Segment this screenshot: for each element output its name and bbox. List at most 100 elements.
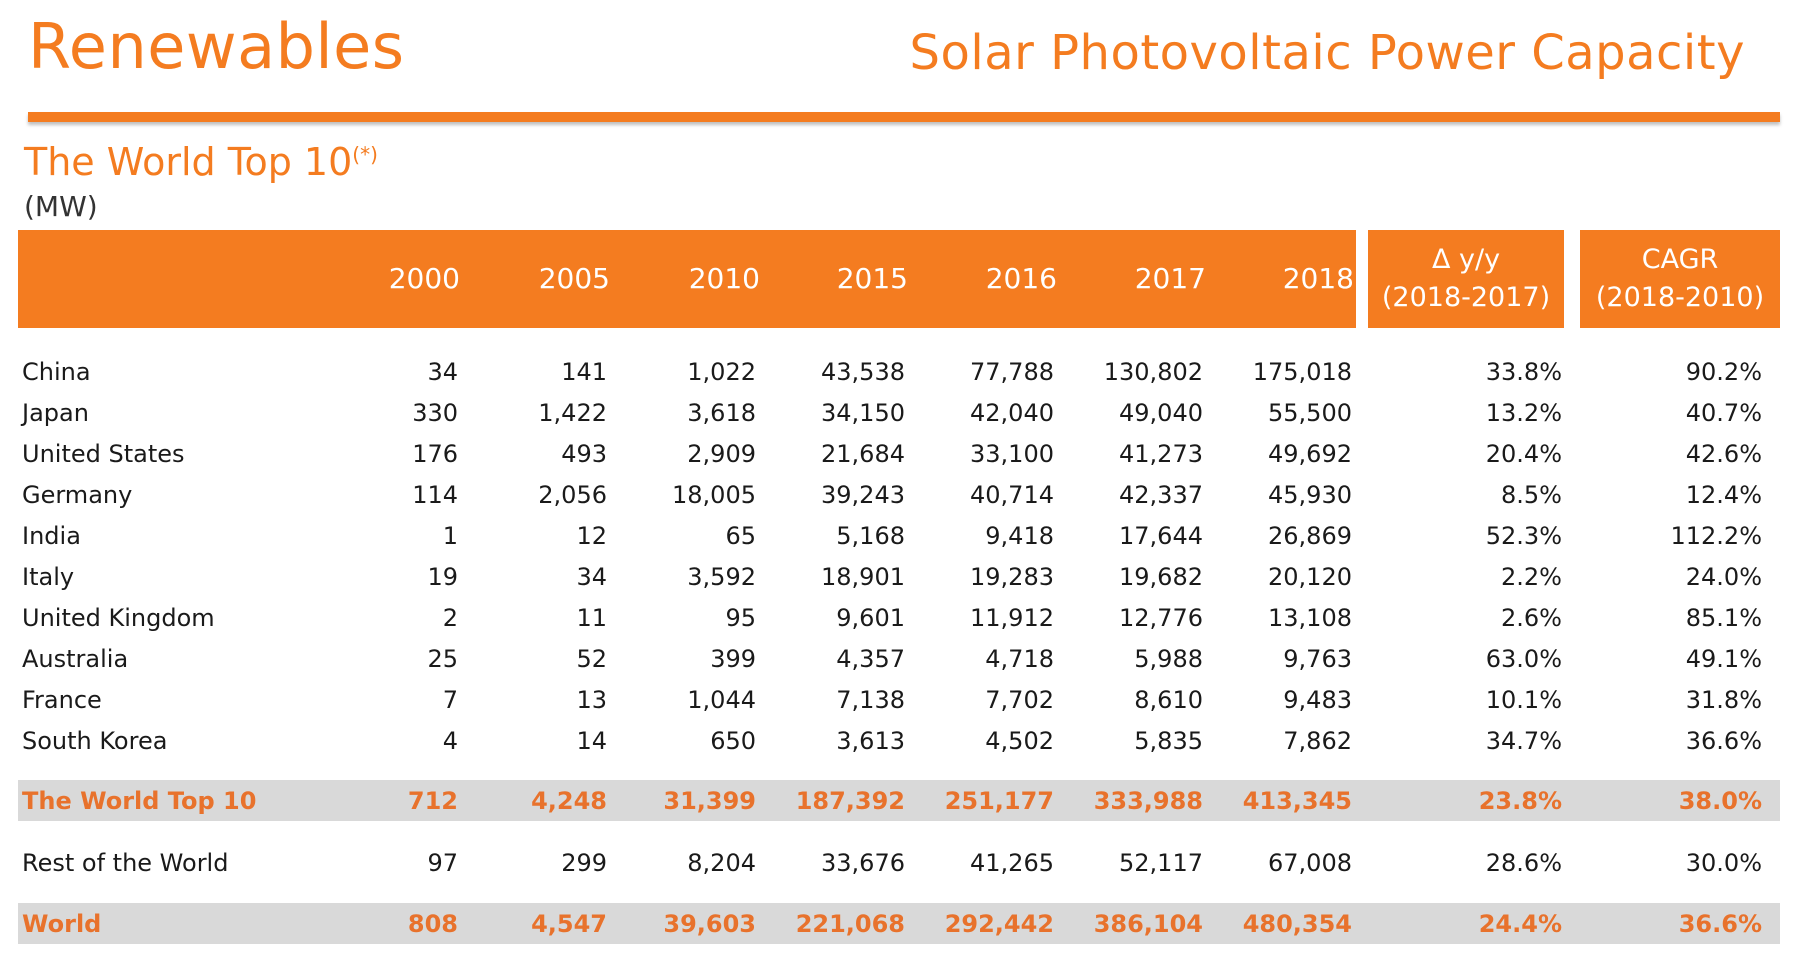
row-label: The World Top 10 — [22, 787, 257, 815]
cagr-cell: 90.2% — [1685, 358, 1762, 386]
value-cell: 399 — [710, 645, 756, 673]
row-label: China — [22, 358, 91, 386]
table-header-band — [18, 230, 1356, 328]
cagr-cell: 85.1% — [1685, 604, 1762, 632]
page-subtitle: Solar Photovoltaic Power Capacity — [909, 25, 1745, 81]
value-cell: 95 — [725, 604, 756, 632]
value-cell: 1,044 — [687, 686, 756, 714]
value-cell: 42,040 — [970, 399, 1054, 427]
value-cell: 3,592 — [687, 563, 756, 591]
cagr-cell: 31.8% — [1685, 686, 1762, 714]
row-label: Japan — [22, 399, 89, 427]
cagr-cell: 12.4% — [1685, 481, 1762, 509]
delta-cell: 33.8% — [1485, 358, 1562, 386]
table-row: Japan 330 1,422 3,618 34,150 42,040 49,040 55,5… — [18, 392, 1780, 433]
table-row: France 7 13 1,044 7,138 7,702 8,610 9,483 10.1% 3… — [18, 679, 1780, 720]
delta-header-line2: (2018-2017) — [1381, 282, 1551, 313]
cagr-cell: 112.2% — [1670, 522, 1762, 550]
column-header-2016: 2016 — [985, 262, 1057, 295]
value-cell: 7,862 — [1283, 727, 1352, 755]
value-cell: 11,912 — [970, 604, 1054, 632]
value-cell: 33,676 — [821, 849, 905, 877]
value-cell: 34 — [427, 358, 458, 386]
value-cell: 3,613 — [836, 727, 905, 755]
value-cell: 52,117 — [1119, 849, 1203, 877]
value-cell: 1 — [442, 522, 458, 550]
value-cell: 17,644 — [1119, 522, 1203, 550]
delta-cell: 13.2% — [1485, 399, 1562, 427]
value-cell: 4,718 — [985, 645, 1054, 673]
value-cell: 97 — [427, 849, 458, 877]
value-cell: 2,909 — [687, 440, 756, 468]
value-cell: 2,056 — [538, 481, 607, 509]
cagr-cell: 24.0% — [1685, 563, 1762, 591]
value-cell: 2 — [442, 604, 458, 632]
value-cell: 9,601 — [836, 604, 905, 632]
value-cell: 11 — [576, 604, 607, 632]
value-cell: 1,022 — [687, 358, 756, 386]
table-row: China 34 141 1,022 43,538 77,788 130,802 175,01… — [18, 351, 1780, 392]
delta-cell: 23.8% — [1478, 787, 1562, 815]
cagr-cell: 36.6% — [1685, 727, 1762, 755]
delta-cell: 10.1% — [1485, 686, 1562, 714]
delta-cell: 24.4% — [1478, 910, 1562, 938]
footnote-marker: (*) — [352, 142, 378, 167]
value-cell: 4,547 — [531, 910, 607, 938]
value-cell: 251,177 — [944, 787, 1054, 815]
value-cell: 4,248 — [531, 787, 607, 815]
column-header-2018: 2018 — [1282, 262, 1354, 295]
value-cell: 20,120 — [1268, 563, 1352, 591]
row-label: Australia — [22, 645, 129, 673]
value-cell: 49,692 — [1268, 440, 1352, 468]
header-divider — [28, 112, 1780, 122]
value-cell: 13 — [576, 686, 607, 714]
value-cell: 77,788 — [970, 358, 1054, 386]
delta-cell: 2.6% — [1501, 604, 1562, 632]
cagr-cell: 36.6% — [1678, 910, 1762, 938]
delta-cell: 63.0% — [1485, 645, 1562, 673]
value-cell: 12 — [576, 522, 607, 550]
value-cell: 45,930 — [1268, 481, 1352, 509]
value-cell: 292,442 — [944, 910, 1054, 938]
top10-total-row: The World Top 10 712 4,248 31,399 187,392 251… — [18, 780, 1780, 821]
value-cell: 114 — [412, 481, 458, 509]
column-header-2000: 2000 — [388, 262, 460, 295]
row-label: World — [22, 910, 102, 938]
column-header-2017: 2017 — [1134, 262, 1206, 295]
value-cell: 43,538 — [821, 358, 905, 386]
value-cell: 39,243 — [821, 481, 905, 509]
column-header-2015: 2015 — [836, 262, 908, 295]
value-cell: 333,988 — [1093, 787, 1203, 815]
value-cell: 39,603 — [663, 910, 756, 938]
table-row: United States 176 493 2,909 21,684 33,100 41,2… — [18, 433, 1780, 474]
value-cell: 299 — [561, 849, 607, 877]
table-row: Italy 19 34 3,592 18,901 19,283 19,682 20,120 2.… — [18, 556, 1780, 597]
cagr-header-line1: CAGR — [1641, 244, 1719, 275]
value-cell: 9,483 — [1283, 686, 1352, 714]
column-header-delta: Δ y/y (2018-2017) — [1368, 230, 1564, 328]
value-cell: 41,273 — [1119, 440, 1203, 468]
row-label: France — [22, 686, 102, 714]
brand-title: Renewables — [28, 10, 405, 83]
value-cell: 21,684 — [821, 440, 905, 468]
column-header-2005: 2005 — [538, 262, 610, 295]
cagr-cell: 30.0% — [1685, 849, 1762, 877]
value-cell: 67,008 — [1268, 849, 1352, 877]
value-cell: 8,610 — [1134, 686, 1203, 714]
value-cell: 480,354 — [1242, 910, 1352, 938]
value-cell: 19,682 — [1119, 563, 1203, 591]
value-cell: 130,802 — [1103, 358, 1203, 386]
value-cell: 52 — [576, 645, 607, 673]
value-cell: 141 — [561, 358, 607, 386]
value-cell: 7,702 — [985, 686, 1054, 714]
value-cell: 493 — [561, 440, 607, 468]
delta-cell: 28.6% — [1485, 849, 1562, 877]
row-label: United States — [22, 440, 185, 468]
value-cell: 8,204 — [687, 849, 756, 877]
value-cell: 65 — [725, 522, 756, 550]
world-total-row: World 808 4,547 39,603 221,068 292,442 386,104… — [18, 903, 1780, 944]
value-cell: 14 — [576, 727, 607, 755]
row-label: Italy — [22, 563, 75, 591]
value-cell: 26,869 — [1268, 522, 1352, 550]
value-cell: 7,138 — [836, 686, 905, 714]
